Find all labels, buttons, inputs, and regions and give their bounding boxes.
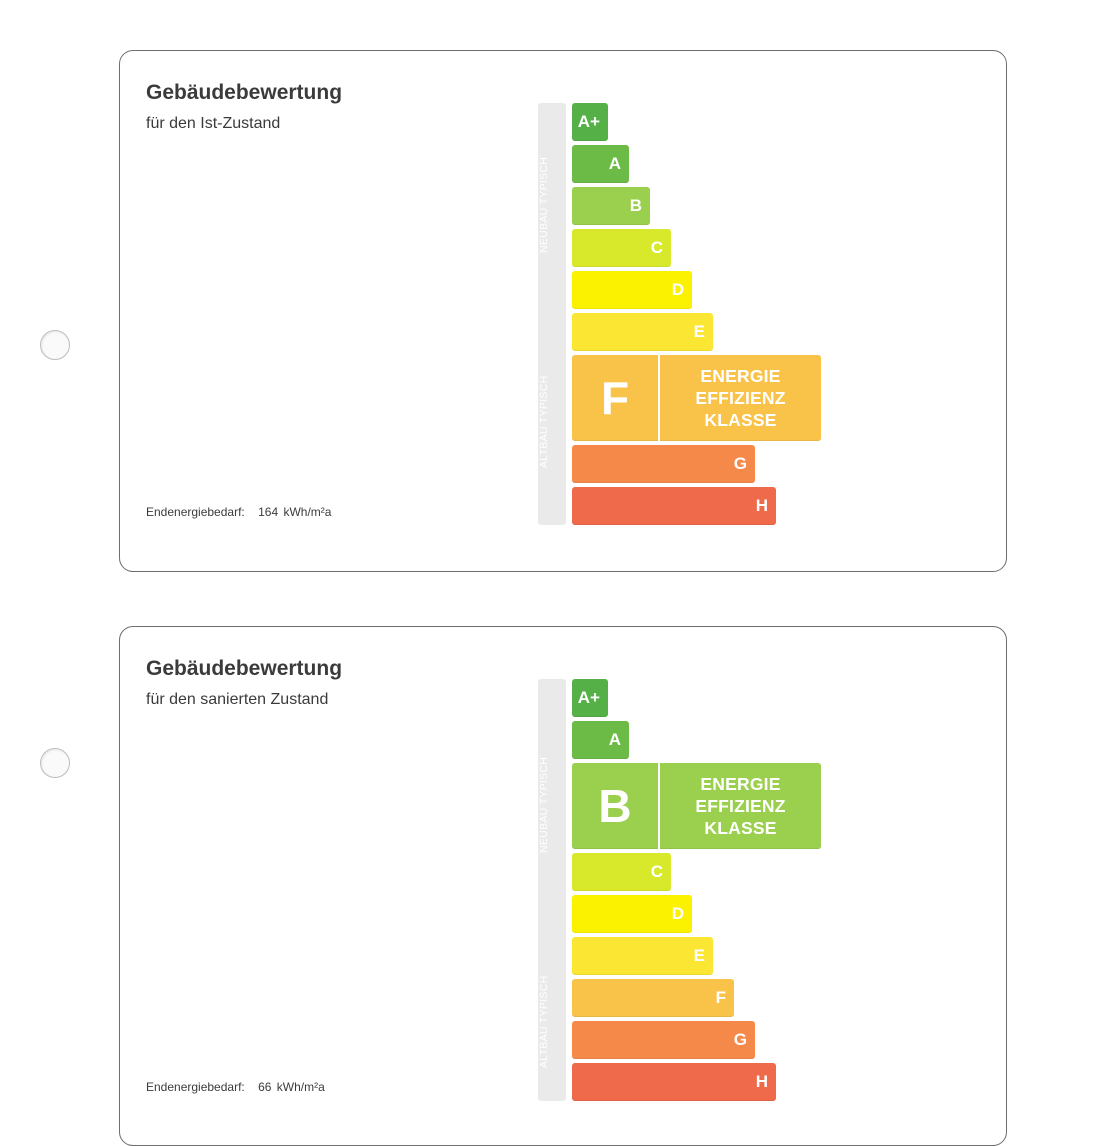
energy-class-d: D [572,895,692,933]
energy-class-d: D [572,271,692,309]
active-class-divider [658,763,660,849]
neubau-typisch-label: NEUBAU TYPISCH [538,156,550,254]
punch-hole-bottom [40,748,70,778]
energy-demand-value: 164 [258,505,279,519]
energy-class-caption-line: ENERGIE [700,366,781,386]
building-type-bar: NEUBAU TYPISCH ALTBAU TYPISCH [538,679,566,1101]
energy-class-a: A [572,721,629,759]
energy-class-a: A [572,145,629,183]
neubau-typisch-label: NEUBAU TYPISCH [538,756,550,854]
card-title: Gebäudebewertung [146,81,343,104]
energy-class-caption: ENERGIE EFFIZIENZ KLASSE [660,365,821,431]
energy-class-letter: H [755,1072,768,1091]
energy-class-b: B [572,187,650,225]
energy-class-e: E [572,313,713,351]
energy-class-a-plus: A+ [572,103,608,141]
energy-class-caption-line: EFFIZIENZ [695,796,786,816]
energy-demand-label: Endenergiebedarf: [146,505,245,519]
energy-class-h: H [572,487,776,525]
energy-class-b: B ENERGIE EFFIZIENZ KLASSE [572,763,821,849]
card-title: Gebäudebewertung [146,657,343,680]
energy-demand-value: 66 [258,1080,272,1094]
energy-class-letter: A+ [577,112,600,131]
energy-class-letter: G [733,1030,747,1049]
energy-class-c: C [572,229,671,267]
energy-class-caption-line: ENERGIE [700,774,781,794]
energy-class-letter: E [693,322,705,341]
energy-class-letter: C [650,238,663,257]
energy-class-letter: D [671,280,684,299]
energy-class-letter: B [629,196,642,215]
energy-scale: NEUBAU TYPISCH ALTBAU TYPISCH A+ A B ENERGIE E… [538,679,838,1101]
rating-card-ist-zustand: Gebäudebewertung für den Ist-Zustand NEU… [119,50,1007,572]
energy-class-letter: F [715,988,726,1007]
energy-class-c: C [572,853,671,891]
energy-class-letter: A+ [577,688,600,707]
altbau-typisch-label: ALTBAU TYPISCH [538,375,550,469]
card-subtitle: für den Ist-Zustand [146,115,281,132]
energy-class-letter: H [755,496,768,515]
energy-class-g: G [572,1021,755,1059]
energy-demand-label: Endenergiebedarf: [146,1080,245,1094]
building-type-bar: NEUBAU TYPISCH ALTBAU TYPISCH [538,103,566,525]
energy-class-letter: E [693,946,705,965]
energy-demand: Endenergiebedarf: 164 kWh/m²a [146,505,331,519]
energy-class-letter: G [733,454,747,473]
energy-demand-unit: kWh/m²a [283,505,332,519]
energy-class-h: H [572,1063,776,1101]
energy-class-letter: F [600,372,630,424]
energy-class-caption: ENERGIE EFFIZIENZ KLASSE [660,773,821,839]
energy-class-caption-line: KLASSE [704,410,777,430]
energy-demand: Endenergiebedarf: 66 kWh/m²a [146,1080,325,1094]
energy-class-letter: A [608,154,621,173]
energy-class-f: F ENERGIE EFFIZIENZ KLASSE [572,355,821,441]
card-subtitle: für den sanierten Zustand [146,691,329,708]
energy-class-letter: B [598,780,632,832]
energy-class-caption-line: EFFIZIENZ [695,388,786,408]
energy-class-letter: D [671,904,684,923]
rating-card-sanierter-zustand: Gebäudebewertung für den sanierten Zusta… [119,626,1007,1146]
energy-class-caption-line: KLASSE [704,818,777,838]
energy-class-f: F [572,979,734,1017]
altbau-typisch-label: ALTBAU TYPISCH [538,975,550,1069]
energy-class-letter: A [608,730,621,749]
energy-class-letter: C [650,862,663,881]
energy-class-g: G [572,445,755,483]
energy-class-a-plus: A+ [572,679,608,717]
energy-class-e: E [572,937,713,975]
energy-scale: NEUBAU TYPISCH ALTBAU TYPISCH A+ A B C D E F ENER… [538,103,838,525]
punch-hole-top [40,330,70,360]
active-class-divider [658,355,660,441]
energy-demand-unit: kWh/m²a [276,1080,325,1094]
